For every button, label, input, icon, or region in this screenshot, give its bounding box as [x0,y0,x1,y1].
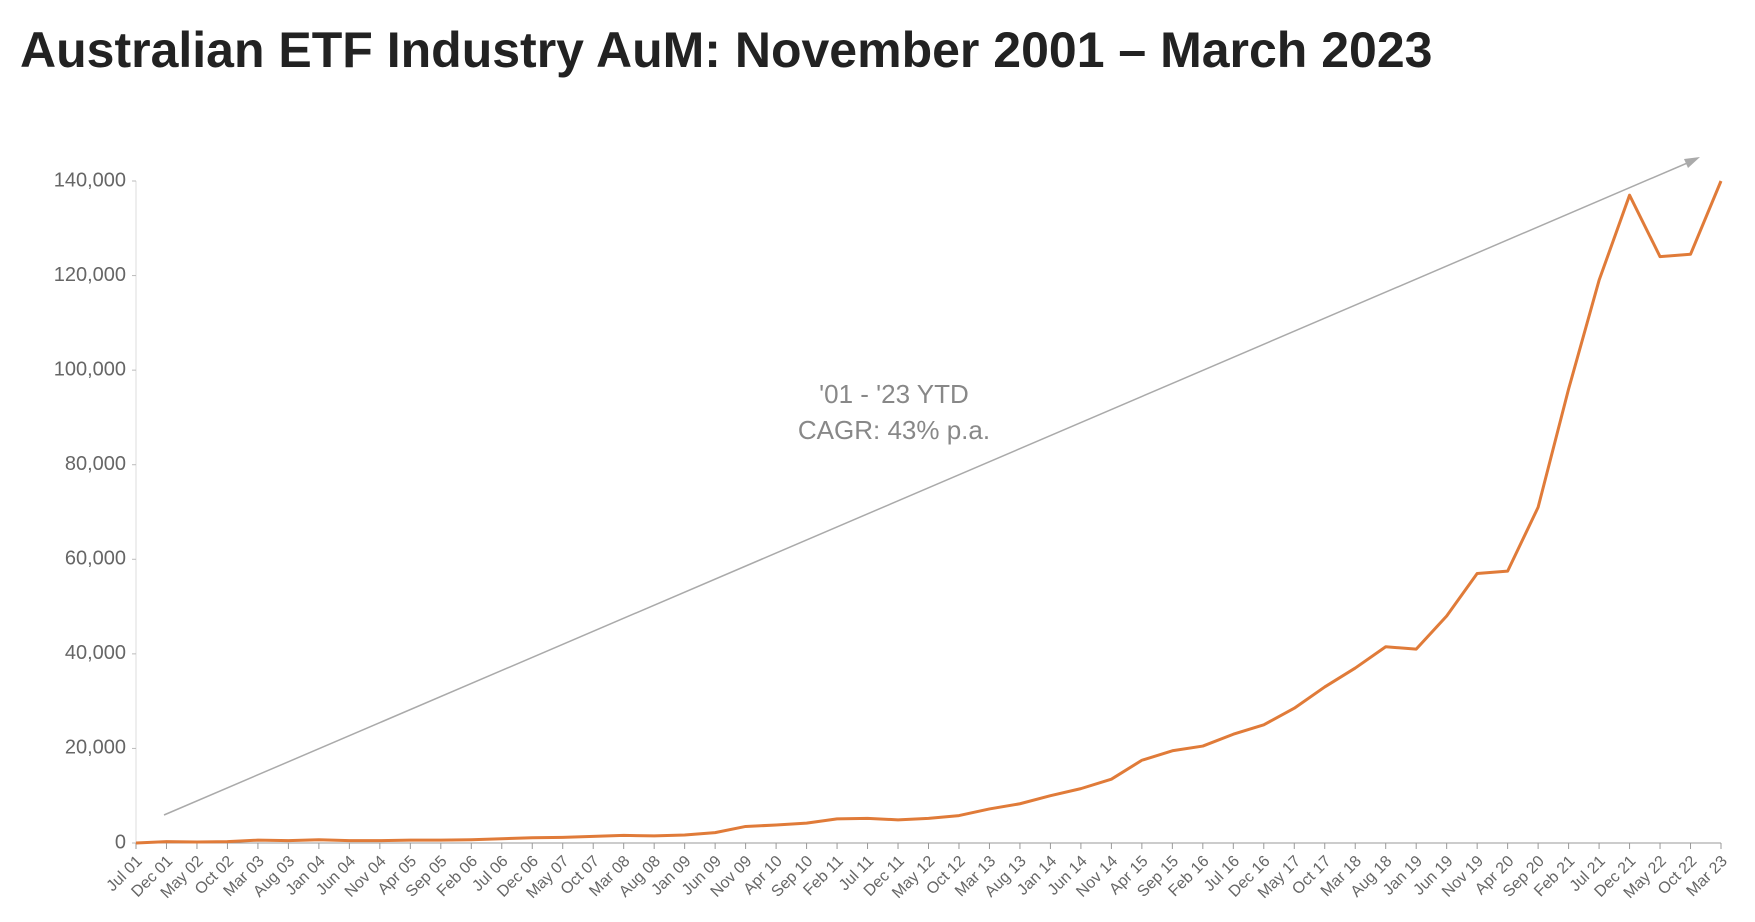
y-tick-label: 60,000 [65,548,126,570]
arrow-head [1684,157,1700,168]
y-tick-label: 0 [115,831,126,853]
y-tick-label: 100,000 [54,358,126,380]
annotation: CAGR: 43% p.a. [798,415,990,445]
y-tick-label: 120,000 [54,264,126,286]
chart-title: Australian ETF Industry AuM: November 20… [20,22,1432,78]
y-tick-label: 40,000 [65,642,126,664]
y-tick-label: 140,000 [54,169,126,191]
data-line [135,180,1723,845]
trend-arrow [163,160,1693,816]
y-tick-label: 80,000 [65,453,126,475]
y-tick-label: 20,000 [65,737,126,759]
annotation: '01 - '23 YTD [819,379,969,409]
